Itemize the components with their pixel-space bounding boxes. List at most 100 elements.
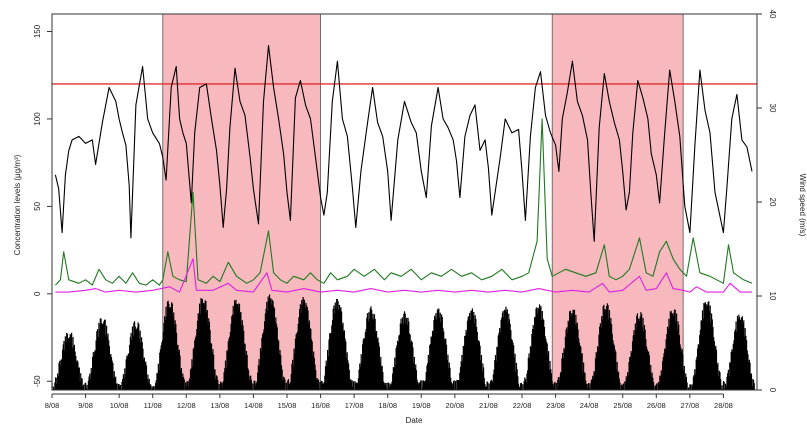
- wind-bar: [600, 328, 602, 390]
- wind-bar: [321, 381, 323, 390]
- wind-bar: [530, 347, 532, 390]
- wind-bar: [439, 312, 441, 390]
- wind-bar: [246, 355, 248, 390]
- wind-bar: [713, 341, 715, 390]
- wind-bar: [106, 325, 108, 390]
- wind-bar: [393, 367, 395, 390]
- wind-bar: [313, 351, 315, 390]
- wind-bar: [244, 343, 246, 390]
- wind-bar: [247, 368, 249, 390]
- wind-bar: [175, 332, 178, 390]
- wind-bar: [419, 383, 421, 390]
- wind-bar: [243, 343, 245, 390]
- wind-bar: [196, 320, 199, 390]
- wind-bar: [421, 380, 423, 390]
- wind-bar: [377, 337, 379, 390]
- wind-bar: [242, 325, 244, 390]
- wind-bar: [236, 304, 238, 390]
- wind-bar: [440, 322, 442, 390]
- wind-bar: [322, 383, 325, 390]
- wind-bar: [517, 383, 520, 390]
- wind-bar: [660, 370, 662, 390]
- wind-bar: [437, 308, 439, 390]
- wind-bar: [739, 319, 741, 390]
- wind-bar: [338, 310, 340, 390]
- wind-bar: [430, 336, 432, 390]
- wind-bar: [90, 367, 92, 390]
- wind-bar: [642, 317, 644, 390]
- wind-bar: [686, 382, 688, 390]
- wind-bar: [394, 357, 396, 390]
- wind-bar: [132, 335, 134, 390]
- wind-bar: [405, 323, 407, 390]
- wind-bar: [111, 360, 113, 390]
- wind-bar: [292, 366, 294, 390]
- wind-bar: [496, 346, 498, 390]
- wind-bar: [478, 340, 480, 390]
- wind-bar: [229, 336, 231, 390]
- wind-bar: [109, 355, 111, 390]
- wind-bar: [573, 309, 576, 390]
- wind-bar: [574, 324, 576, 390]
- wind-bar: [718, 370, 720, 390]
- wind-bar: [311, 341, 313, 390]
- wind-bar: [505, 306, 507, 390]
- wind-bar: [729, 362, 732, 390]
- wind-bar: [671, 313, 674, 390]
- wind-bar: [434, 317, 436, 390]
- wind-bar: [622, 386, 624, 390]
- wind-bar: [562, 358, 564, 390]
- wind-bar: [152, 386, 155, 390]
- wind-bar: [438, 317, 441, 390]
- wind-bar: [747, 354, 749, 390]
- wind-bar: [180, 368, 183, 390]
- left-y-axis-label: Concentration levels (μg/m³): [13, 154, 22, 255]
- wind-bar: [753, 383, 755, 390]
- wind-bar: [427, 363, 429, 390]
- wind-bar: [250, 375, 252, 390]
- wind-bar: [245, 350, 248, 390]
- wind-bar: [166, 316, 168, 390]
- wind-bar: [601, 319, 604, 390]
- wind-bar: [585, 380, 587, 390]
- wind-bar: [59, 365, 62, 390]
- wind-bar: [89, 373, 91, 390]
- wind-bar: [143, 358, 145, 390]
- wind-bar: [239, 312, 241, 390]
- wind-bar: [210, 343, 212, 390]
- wind-bar: [579, 345, 581, 390]
- wind-bar: [215, 379, 217, 390]
- wind-bar: [359, 363, 361, 390]
- wind-bar: [463, 345, 465, 390]
- wind-bar: [538, 304, 541, 390]
- wind-bar: [124, 374, 127, 390]
- wind-bar: [483, 377, 485, 390]
- wind-bar: [576, 322, 578, 390]
- wind-bar: [271, 299, 273, 390]
- wind-bar: [59, 360, 61, 390]
- wind-bar: [524, 377, 526, 390]
- wind-bar: [190, 368, 192, 390]
- wind-bar: [354, 380, 356, 390]
- wind-bar: [457, 379, 459, 390]
- wind-bar: [144, 361, 146, 390]
- wind-bar: [585, 383, 587, 390]
- wind-bar: [86, 384, 88, 390]
- wind-bar: [337, 301, 339, 390]
- wind-bar: [335, 308, 337, 390]
- wind-bar: [180, 370, 182, 390]
- wind-bar: [445, 338, 447, 390]
- wind-bar: [477, 340, 479, 390]
- wind-bar: [58, 362, 60, 390]
- wind-bar: [131, 339, 133, 390]
- wind-bar: [444, 338, 446, 390]
- wind-bar: [325, 360, 327, 390]
- wind-bar: [354, 383, 357, 390]
- wind-bar: [520, 382, 522, 390]
- wind-bar: [296, 331, 299, 390]
- wind-bar: [583, 372, 585, 390]
- wind-bar: [441, 314, 443, 390]
- wind-bar: [306, 305, 308, 390]
- wind-bar: [401, 324, 403, 390]
- wind-bar: [633, 330, 635, 390]
